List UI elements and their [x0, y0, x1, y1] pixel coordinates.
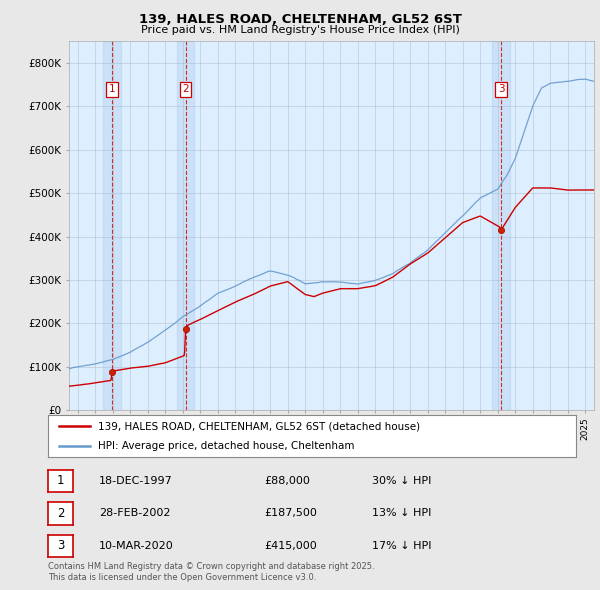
Text: This data is licensed under the Open Government Licence v3.0.: This data is licensed under the Open Gov…: [48, 573, 316, 582]
Bar: [493, 41, 510, 410]
Text: 10-MAR-2020: 10-MAR-2020: [99, 541, 174, 550]
Text: Contains HM Land Registry data © Crown copyright and database right 2025.: Contains HM Land Registry data © Crown c…: [48, 562, 374, 571]
Text: £88,000: £88,000: [264, 476, 310, 486]
Text: 139, HALES ROAD, CHELTENHAM, GL52 6ST: 139, HALES ROAD, CHELTENHAM, GL52 6ST: [139, 13, 461, 26]
Text: Price paid vs. HM Land Registry's House Price Index (HPI): Price paid vs. HM Land Registry's House …: [140, 25, 460, 35]
Text: 28-FEB-2002: 28-FEB-2002: [99, 509, 170, 518]
Text: 17% ↓ HPI: 17% ↓ HPI: [372, 541, 431, 550]
Text: 1: 1: [57, 474, 64, 487]
Bar: [177, 41, 194, 410]
Text: 139, HALES ROAD, CHELTENHAM, GL52 6ST (detached house): 139, HALES ROAD, CHELTENHAM, GL52 6ST (d…: [98, 421, 420, 431]
Text: 2: 2: [57, 507, 64, 520]
Text: 13% ↓ HPI: 13% ↓ HPI: [372, 509, 431, 518]
Text: 2: 2: [182, 84, 189, 94]
Text: 3: 3: [57, 539, 64, 552]
Text: HPI: Average price, detached house, Cheltenham: HPI: Average price, detached house, Chel…: [98, 441, 355, 451]
Text: 18-DEC-1997: 18-DEC-1997: [99, 476, 173, 486]
Text: 30% ↓ HPI: 30% ↓ HPI: [372, 476, 431, 486]
Text: 1: 1: [109, 84, 116, 94]
Text: 3: 3: [498, 84, 505, 94]
Text: £415,000: £415,000: [264, 541, 317, 550]
Bar: [103, 41, 121, 410]
Text: £187,500: £187,500: [264, 509, 317, 518]
